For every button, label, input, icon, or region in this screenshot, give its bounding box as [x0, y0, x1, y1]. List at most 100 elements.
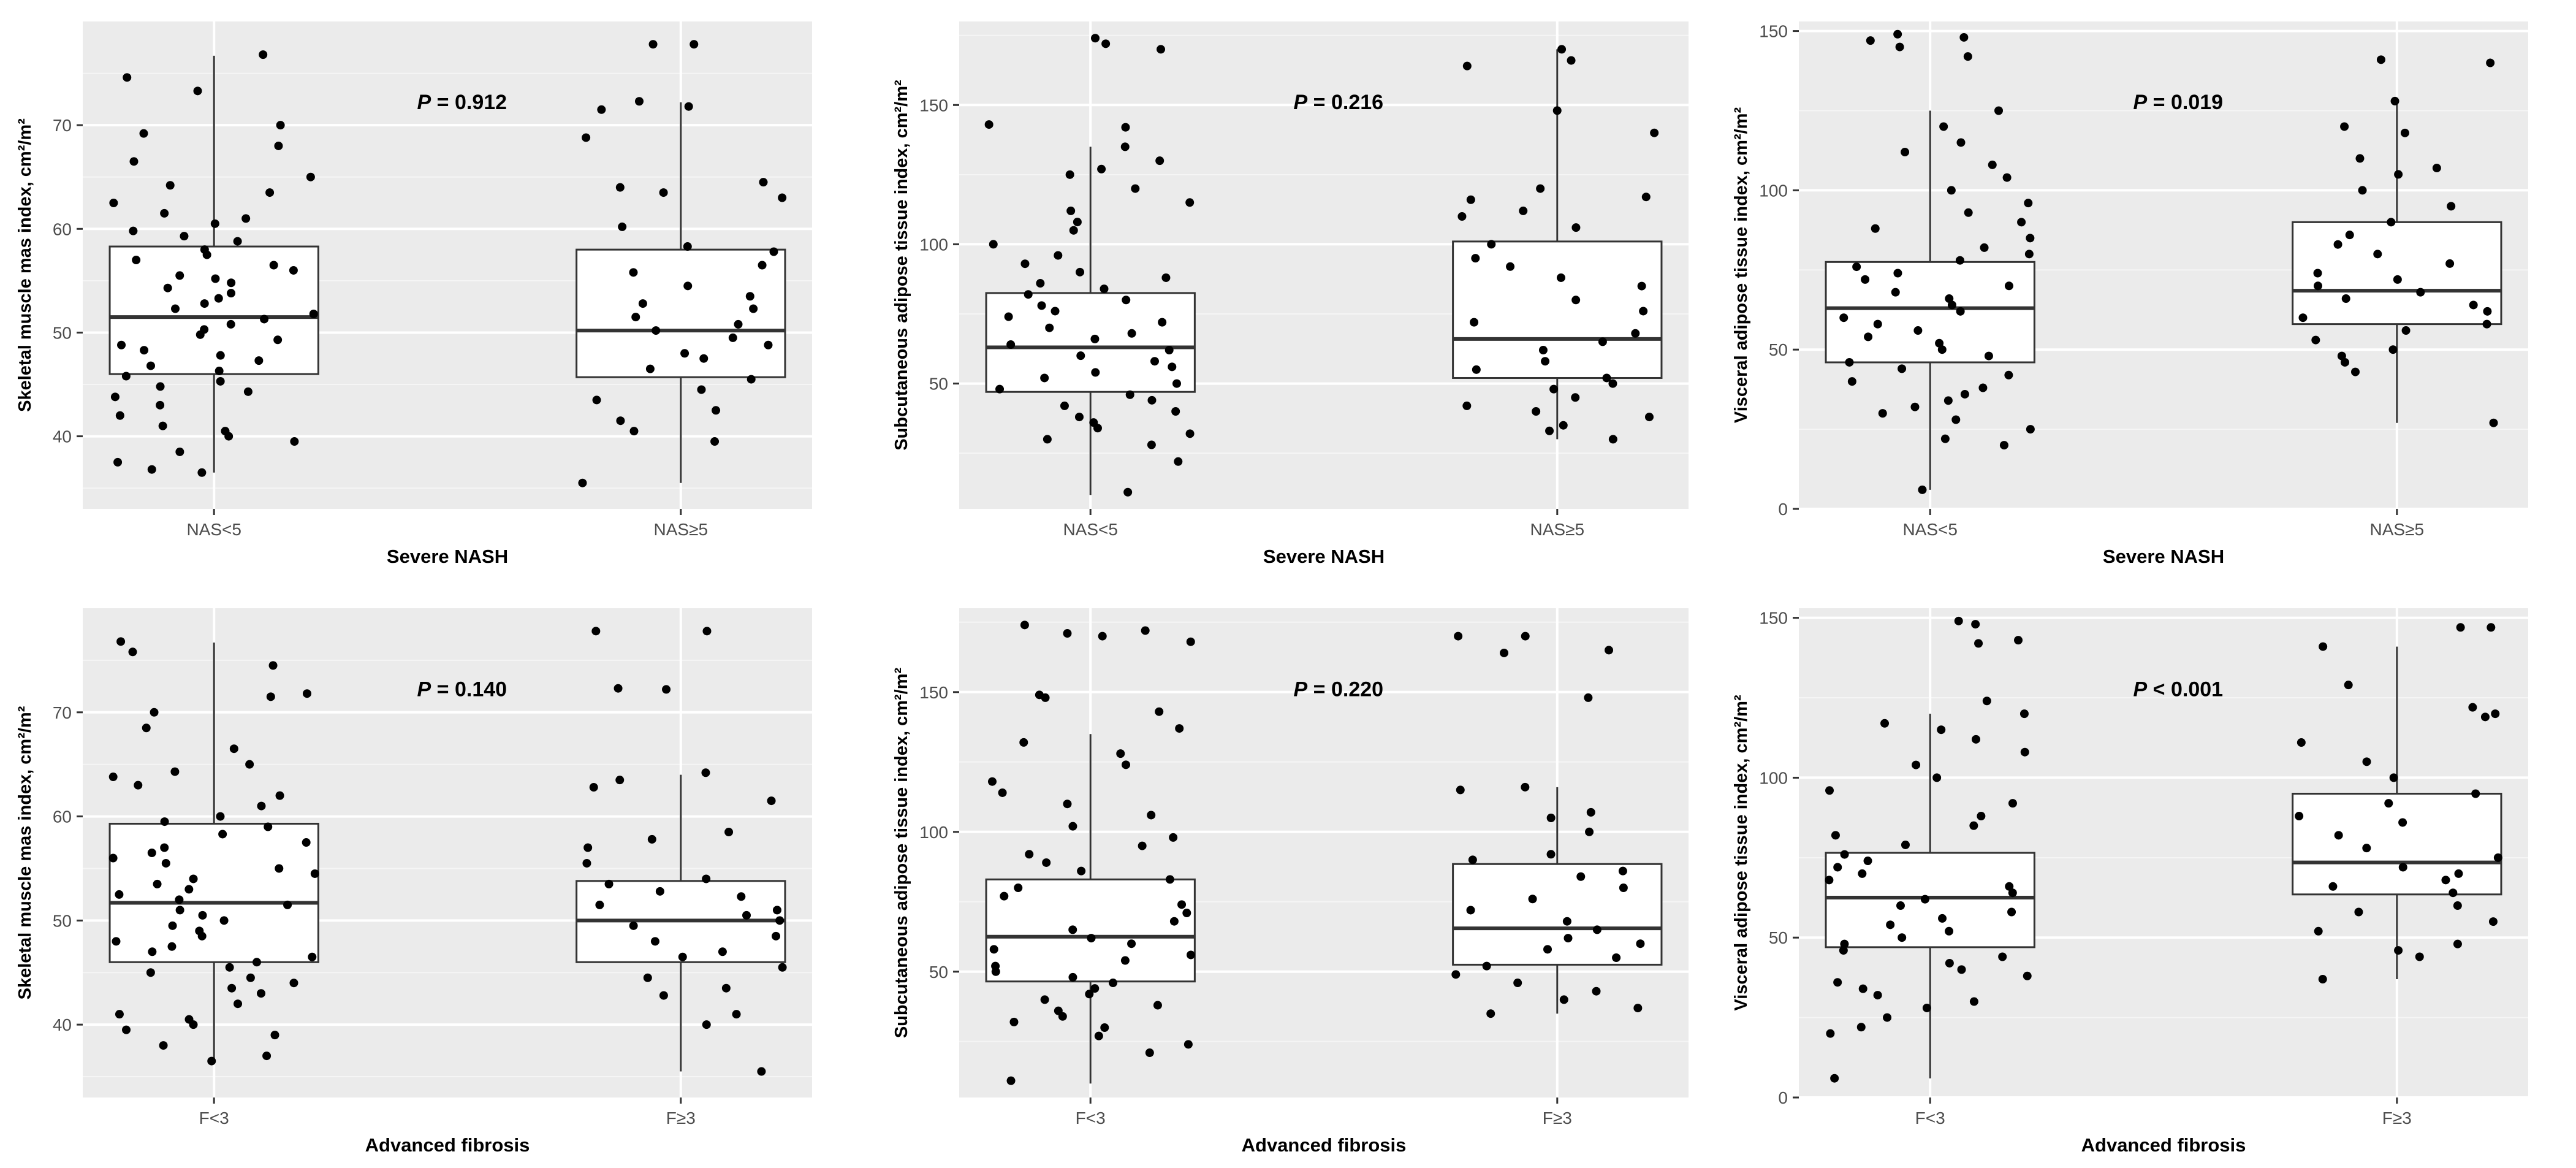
data-point: [2358, 186, 2367, 195]
data-point: [2008, 799, 2017, 808]
data-point: [659, 188, 668, 197]
data-point: [1864, 332, 1873, 342]
data-point: [595, 900, 604, 909]
data-point: [724, 828, 734, 837]
data-point: [1873, 319, 1882, 329]
data-point: [266, 692, 275, 701]
data-point: [1486, 1009, 1495, 1018]
data-point: [1025, 850, 1034, 859]
data-point: [1940, 434, 1950, 443]
x-tick-label: NAS≥5: [2370, 520, 2425, 539]
data-point: [115, 1010, 124, 1019]
data-point: [1000, 891, 1009, 901]
data-point: [991, 967, 1000, 976]
data-point: [1956, 307, 1965, 316]
data-point: [1462, 401, 1472, 410]
data-point: [1878, 409, 1887, 418]
x-tick-label: F<3: [1915, 1109, 1945, 1128]
box-iqr: [1825, 261, 2035, 364]
data-point: [684, 102, 693, 111]
data-point: [1097, 164, 1106, 174]
data-point: [1571, 223, 1581, 232]
data-point: [775, 916, 785, 925]
y-tick-label: 50: [53, 911, 72, 930]
data-point: [2491, 709, 2500, 719]
data-point: [1091, 368, 1100, 377]
data-point: [2311, 335, 2320, 345]
data-point: [1858, 869, 1867, 878]
p-value-label: P: [2133, 91, 2148, 114]
data-point: [2344, 681, 2353, 690]
data-point: [1098, 632, 1107, 641]
data-point: [1536, 184, 1545, 193]
data-point: [265, 188, 275, 197]
data-point: [1840, 939, 1849, 949]
p-value-text: = 0.220: [1307, 678, 1383, 701]
p-value-label: P: [2133, 678, 2148, 701]
data-point: [273, 335, 283, 345]
data-point: [274, 141, 283, 150]
data-point: [146, 361, 155, 370]
data-point: [1161, 273, 1171, 282]
data-point: [1068, 925, 1077, 934]
data-point: [1858, 984, 1867, 993]
data-point: [1060, 401, 1069, 410]
data-point: [1120, 956, 1130, 965]
data-point: [1998, 952, 2007, 961]
data-point: [2313, 281, 2322, 291]
data-point: [1168, 362, 1177, 372]
data-point: [1977, 812, 1986, 821]
data-point: [132, 256, 141, 265]
data-point: [150, 708, 159, 717]
x-axis-title: Severe NASH: [2103, 546, 2224, 567]
data-point: [2337, 351, 2346, 361]
data-point: [193, 86, 202, 96]
data-point: [207, 1056, 216, 1066]
data-point: [650, 937, 659, 946]
data-point: [1605, 646, 1614, 655]
data-point: [1462, 61, 1472, 71]
data-point: [1471, 254, 1480, 263]
data-point: [161, 858, 170, 868]
data-point: [115, 411, 124, 420]
data-point: [302, 689, 311, 698]
data-point: [1619, 884, 1628, 892]
data-point: [123, 73, 132, 82]
data-point: [115, 890, 124, 899]
data-point: [1592, 925, 1601, 934]
data-point: [1999, 441, 2008, 450]
data-point: [1121, 123, 1130, 132]
data-point: [1650, 128, 1659, 137]
data-point: [2398, 863, 2407, 872]
data-point: [618, 222, 627, 231]
data-point: [2454, 869, 2463, 878]
data-point: [1153, 1001, 1162, 1010]
data-point: [2354, 907, 2363, 917]
data-point: [1068, 822, 1077, 831]
data-point: [1636, 939, 1645, 949]
data-point: [1971, 620, 1980, 629]
data-point: [1051, 307, 1060, 316]
data-point: [2400, 128, 2409, 137]
data-point: [171, 304, 180, 313]
data-point: [2334, 831, 2343, 840]
data-point: [2449, 888, 2458, 898]
y-tick-label: 150: [1759, 609, 1788, 628]
p-value-annotation: P < 0.001: [2133, 678, 2224, 701]
data-point: [1571, 296, 1581, 305]
data-point: [2026, 234, 2035, 243]
data-point: [1939, 122, 1948, 131]
data-point: [153, 879, 162, 888]
data-point: [1826, 1029, 1835, 1038]
data-point: [701, 768, 710, 777]
data-point: [652, 326, 661, 335]
data-point: [995, 384, 1005, 394]
y-axis-title: Subcutaneous adipose tissue index, cm²/m…: [892, 80, 911, 451]
data-point: [2445, 259, 2455, 268]
data-point: [721, 983, 731, 993]
data-point: [764, 340, 773, 349]
data-point: [578, 478, 587, 487]
p-value-label: P: [1294, 678, 1308, 701]
data-point: [229, 744, 238, 754]
data-point: [1177, 900, 1187, 909]
